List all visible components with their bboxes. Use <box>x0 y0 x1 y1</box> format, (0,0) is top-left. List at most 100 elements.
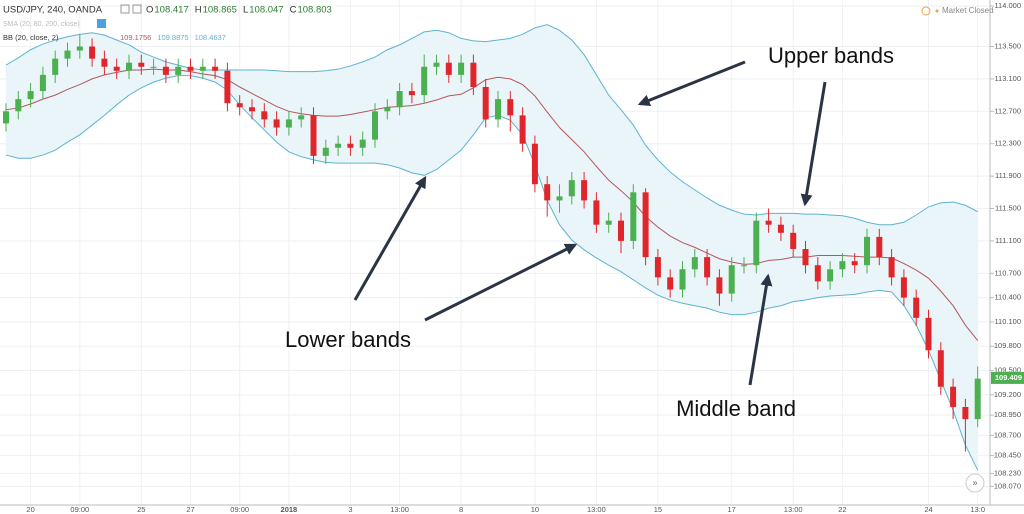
overlay: USD/JPY, 240, OANDA O 108.417 H 108.865 L 108… <box>3 4 994 493</box>
candle-body <box>261 111 268 120</box>
indicator-label: BB (20, close, 2) <box>3 33 59 42</box>
icon[interactable] <box>132 4 142 14</box>
y-tick-label: 108.700 <box>994 430 1021 439</box>
candle-body <box>507 99 514 116</box>
candle-body <box>753 220 760 266</box>
candle-body <box>359 139 366 148</box>
indicator-label: SMA (20, 80, 200, close) <box>3 21 80 28</box>
candle-body <box>618 220 624 241</box>
x-tick-label: 3 <box>348 505 352 514</box>
x-tick-label: 09:00 <box>230 505 249 514</box>
x-tick-label: 09:00 <box>70 505 89 514</box>
candle-body <box>593 200 600 225</box>
candle-body <box>445 62 452 75</box>
x-tick-label: 13:00 <box>784 505 803 514</box>
annotation: Lower bands <box>285 327 411 352</box>
candle-body <box>212 66 219 71</box>
indicator-value: 109.8875 <box>157 33 188 42</box>
scroll-button[interactable] <box>965 473 985 493</box>
scroll-icon[interactable]: » <box>972 477 977 487</box>
band-fill <box>288 71 302 158</box>
x-tick-label: 2018 <box>281 505 298 514</box>
candle-body <box>408 91 415 96</box>
status-icon <box>921 6 931 16</box>
market-status: Market Closed <box>942 6 994 15</box>
status-dot <box>935 9 939 13</box>
candle-body <box>39 74 46 92</box>
ohlc-legend: O 108.417 H 108.865 L 108.047 C 108.803 <box>146 5 332 16</box>
band-fill <box>706 197 720 313</box>
upper-band <box>5 24 978 226</box>
symbol-title: USD/JPY, 240, OANDA <box>3 5 103 16</box>
candle-body <box>974 378 981 420</box>
band-fill <box>251 69 265 131</box>
candle-body <box>335 143 342 148</box>
band-fill <box>276 70 290 153</box>
ohlc-key: L <box>243 5 248 16</box>
x-tick-label: 13:00 <box>390 505 409 514</box>
candle-body <box>76 46 83 51</box>
candle-body <box>790 232 797 250</box>
y-tick-label: 113.100 <box>994 74 1021 83</box>
candle-body <box>3 111 9 124</box>
indicator-values: 109.1756 109.8875 108.4637 <box>120 33 226 42</box>
x-tick-label: 27 <box>186 505 194 514</box>
band-fill <box>436 29 450 171</box>
y-tick-label: 111.900 <box>995 171 1021 180</box>
candle-body <box>322 147 329 156</box>
lower-band <box>5 75 979 471</box>
ohlc-value: 108.417 <box>154 5 188 16</box>
candle-body <box>396 91 403 108</box>
candle-body <box>679 269 686 290</box>
plot-area <box>0 0 990 505</box>
candle-body <box>691 257 698 270</box>
candle-body <box>150 66 157 68</box>
candle-body <box>704 257 711 278</box>
candle-body <box>950 386 957 407</box>
candle-body <box>667 277 674 290</box>
candle-body <box>433 62 440 67</box>
band-fill <box>559 29 573 241</box>
candle-body <box>741 265 747 267</box>
candle-body <box>175 66 182 75</box>
band-fill <box>694 189 708 309</box>
x-tick-label: 13:0 <box>970 505 985 514</box>
icon[interactable] <box>120 4 130 14</box>
candle-body <box>568 180 575 197</box>
arrow <box>800 81 827 207</box>
candle-body <box>482 87 489 120</box>
x-tick-label: 10 <box>531 505 539 514</box>
arrow <box>424 243 578 322</box>
candle-body <box>285 119 292 128</box>
candle-body <box>298 115 305 120</box>
candle-body <box>777 224 784 233</box>
candle-body <box>458 62 465 75</box>
band-fill <box>596 73 610 266</box>
candle-body <box>310 115 317 156</box>
candle-body <box>876 236 883 258</box>
candle-body <box>52 58 59 75</box>
candle-body <box>470 62 477 88</box>
band-fill <box>448 32 462 161</box>
x-tick-label: 17 <box>728 505 736 514</box>
candle-body <box>495 99 501 120</box>
candle-body <box>888 257 895 278</box>
candle-body <box>605 220 612 225</box>
candle-body <box>15 99 22 112</box>
indicator-value: 109.1756 <box>120 33 151 42</box>
candle-body <box>347 143 354 148</box>
candle-body <box>126 62 132 71</box>
ohlc-value: 108.047 <box>249 5 283 16</box>
y-tick-label: 109.800 <box>994 341 1021 350</box>
candle-body <box>113 66 120 71</box>
band-fill <box>583 53 597 259</box>
x-tick-label: 25 <box>137 505 145 514</box>
y-tick-label: 112.700 <box>994 106 1021 115</box>
candle-body <box>827 269 834 282</box>
candle-body <box>64 50 71 59</box>
x-tick-label: 24 <box>924 505 932 514</box>
icon[interactable] <box>97 19 106 28</box>
arrow <box>637 60 746 107</box>
band-fill <box>608 94 622 273</box>
candle-body <box>728 265 735 294</box>
